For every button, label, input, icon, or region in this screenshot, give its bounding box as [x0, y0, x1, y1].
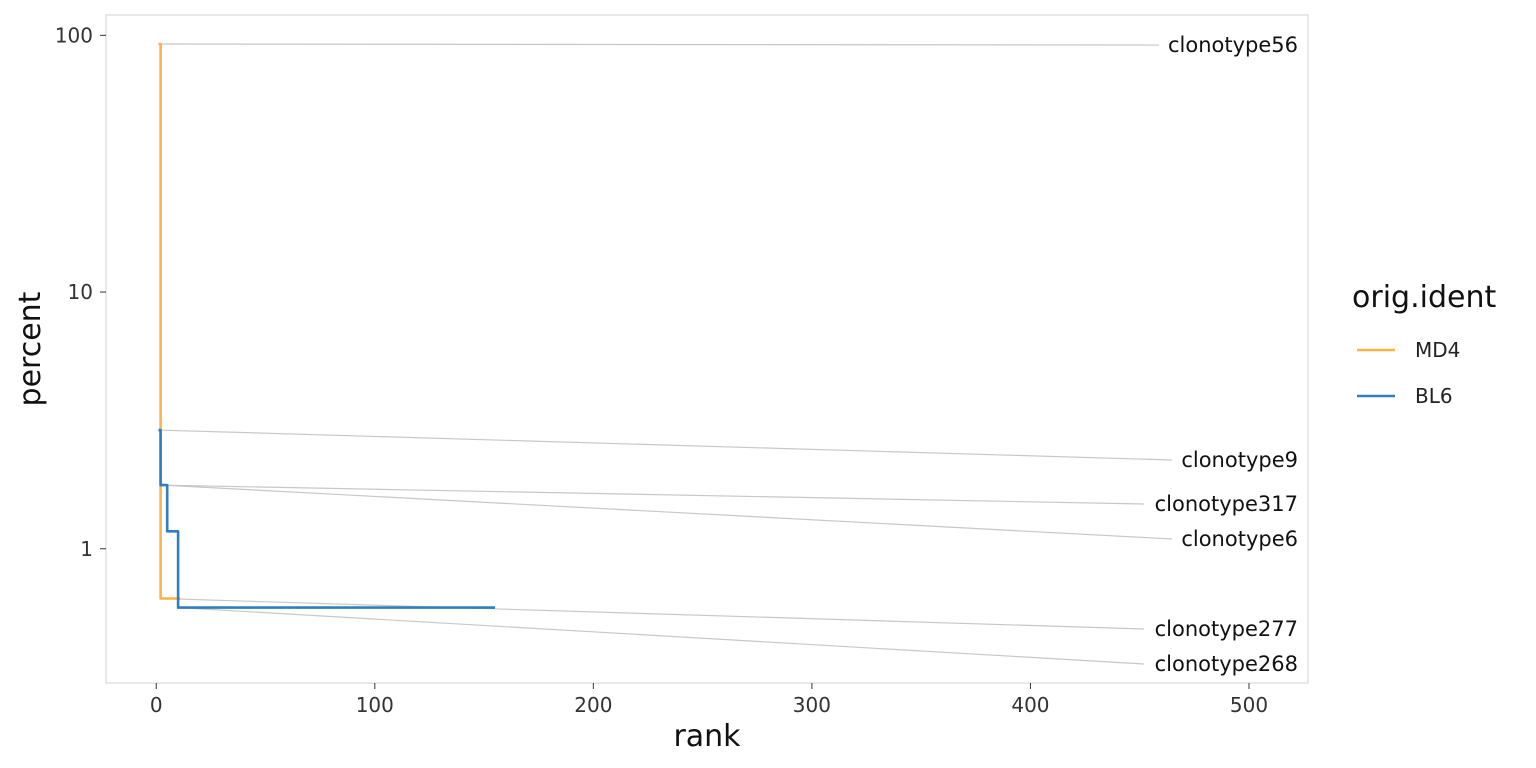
annotation-leader-line — [162, 484, 1173, 540]
y-tick-label: 100 — [55, 23, 93, 47]
x-tick-label: 100 — [356, 693, 394, 717]
annotation-label: clonotype6 — [1181, 527, 1298, 551]
annotation-leader-line — [178, 606, 1145, 665]
legend-label: BL6 — [1415, 384, 1453, 408]
x-tick-label: 200 — [574, 693, 612, 717]
y-tick-label: 10 — [68, 280, 93, 304]
x-tick-label: 400 — [1011, 693, 1049, 717]
annotation-label: clonotype277 — [1155, 617, 1298, 641]
x-axis-title: rank — [673, 719, 741, 754]
annotation-label: clonotype268 — [1155, 652, 1298, 676]
annotation-label: clonotype56 — [1168, 33, 1298, 57]
annotation-leader-line — [160, 484, 1145, 505]
y-axis: 1 10 100 — [55, 23, 106, 561]
annotation-labels: clonotype56 clonotype9 clonotype317 clonoty… — [1155, 33, 1298, 676]
annotation-leader-line — [158, 429, 1173, 461]
legend: orig.ident MD4 BL6 — [1352, 280, 1496, 408]
annotation-label: clonotype9 — [1181, 448, 1298, 472]
x-axis: 0 100 200 300 400 500 — [150, 683, 1268, 717]
x-tick-label: 300 — [793, 693, 831, 717]
annotation-label: clonotype317 — [1155, 492, 1298, 516]
legend-title: orig.ident — [1352, 280, 1496, 315]
legend-label: MD4 — [1415, 338, 1460, 362]
y-axis-title: percent — [13, 291, 48, 406]
plot-panel — [105, 14, 1309, 684]
x-tick-label: 0 — [150, 693, 163, 717]
x-tick-label: 500 — [1230, 693, 1268, 717]
annotation-leader-line — [160, 597, 1145, 630]
series-line-bl6 — [158, 428, 495, 609]
annotation-leader-line — [158, 43, 1160, 46]
annotation-leaders — [158, 43, 1173, 665]
series-line-md4 — [158, 42, 181, 600]
y-tick-label: 1 — [80, 537, 93, 561]
series-lines — [158, 42, 495, 609]
